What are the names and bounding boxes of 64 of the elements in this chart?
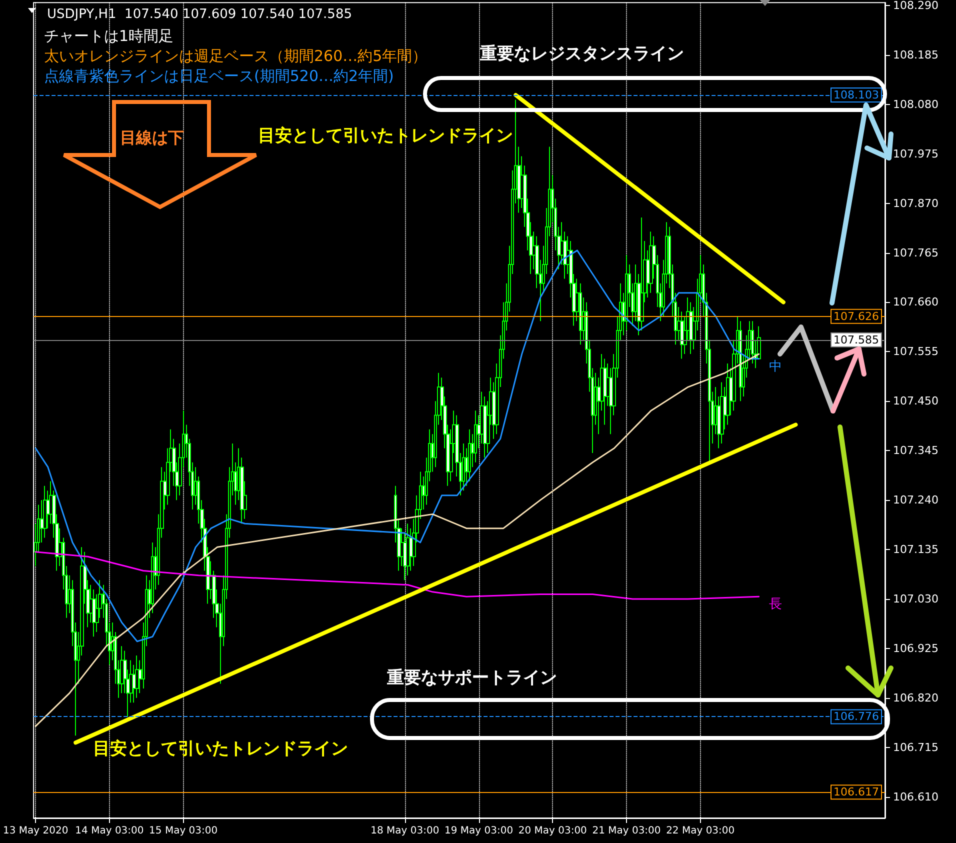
x-tick-label: 14 May 03:00 — [75, 826, 144, 836]
ref-line-label: 107.626 — [834, 310, 879, 323]
candlestick — [603, 358, 607, 426]
x-tick-label: 13 May 2020 — [2, 826, 68, 836]
annotation: 太いオレンジラインは週足ベース（期間260…約5年間） — [44, 47, 428, 65]
y-tick-label: 107.240 — [893, 494, 938, 507]
y-tick-label: 108.290 — [893, 0, 938, 12]
annotation: チャートは1時間足 — [44, 27, 174, 45]
y-tick-label: 107.975 — [893, 147, 938, 160]
candlestick — [468, 428, 471, 482]
x-tick-label: 18 May 03:00 — [370, 826, 440, 836]
y-tick-label: 107.345 — [893, 444, 938, 458]
y-tick-label: 107.450 — [893, 394, 938, 408]
annotation: 目安として引いたトレンドライン — [258, 126, 513, 146]
candlestick — [689, 302, 693, 355]
annotation: 重要なサポートライン — [387, 668, 557, 688]
x-tick-label: 19 May 03:00 — [444, 826, 514, 836]
y-tick-label: 107.135 — [893, 543, 938, 556]
candlestick — [406, 523, 410, 576]
candlestick — [625, 254, 628, 331]
y-tick-label: 106.925 — [893, 642, 938, 655]
y-tick-label: 106.715 — [893, 740, 938, 754]
line-series — [34, 353, 760, 727]
candlestick — [135, 655, 139, 698]
candlestick — [751, 320, 754, 364]
candlestick — [462, 443, 465, 492]
annotation: 目安として引いたトレンドライン — [93, 739, 348, 760]
y-tick-label: 107.870 — [893, 196, 938, 210]
y-tick-label: 108.080 — [893, 98, 938, 111]
candlestick — [739, 320, 742, 402]
y-tick-label: 106.610 — [893, 790, 938, 804]
annotation: 目線は下 — [120, 128, 184, 148]
annotation: 点線青紫色ラインは日足ベース(期間520…約2年間) — [44, 67, 394, 85]
x-tick-label: 22 May 03:00 — [666, 826, 735, 836]
x-tick-label: 20 May 03:00 — [518, 826, 587, 836]
candlestick — [720, 382, 724, 444]
candlestick — [579, 282, 582, 346]
series-label: 長 — [768, 597, 782, 612]
ref-line-label: 106.776 — [834, 710, 879, 724]
y-tick-label: 107.765 — [893, 246, 938, 260]
y-tick-label: 108.185 — [893, 48, 938, 62]
candlestick — [649, 231, 653, 294]
line-series — [34, 250, 760, 642]
x-tick-label: 21 May 03:00 — [592, 826, 661, 836]
candlestick — [151, 542, 154, 614]
ref-line-label: 108.103 — [834, 88, 879, 102]
y-tick-label: 107.555 — [893, 345, 938, 358]
line-series — [34, 551, 760, 600]
chart-title: USDJPY,H1 107.540 107.609 107.540 107.585 — [47, 7, 352, 22]
y-tick-label: 107.660 — [893, 296, 938, 309]
candlestick — [640, 216, 644, 331]
candlestick — [474, 410, 477, 463]
ref-line-label: 106.617 — [834, 786, 879, 799]
ref-line-label: 107.585 — [834, 333, 879, 346]
y-tick-label: 107.030 — [893, 592, 938, 606]
y-tick-label: 106.820 — [893, 691, 938, 704]
candlestick — [120, 646, 124, 694]
candlestick — [92, 589, 96, 638]
candlestick — [43, 485, 47, 538]
annotation: 重要なレジスタンスライン — [480, 44, 684, 64]
candlestick — [680, 311, 684, 360]
candlestick — [726, 362, 730, 426]
series-label: 中 — [768, 359, 782, 374]
x-tick-label: 15 May 03:00 — [149, 826, 218, 836]
